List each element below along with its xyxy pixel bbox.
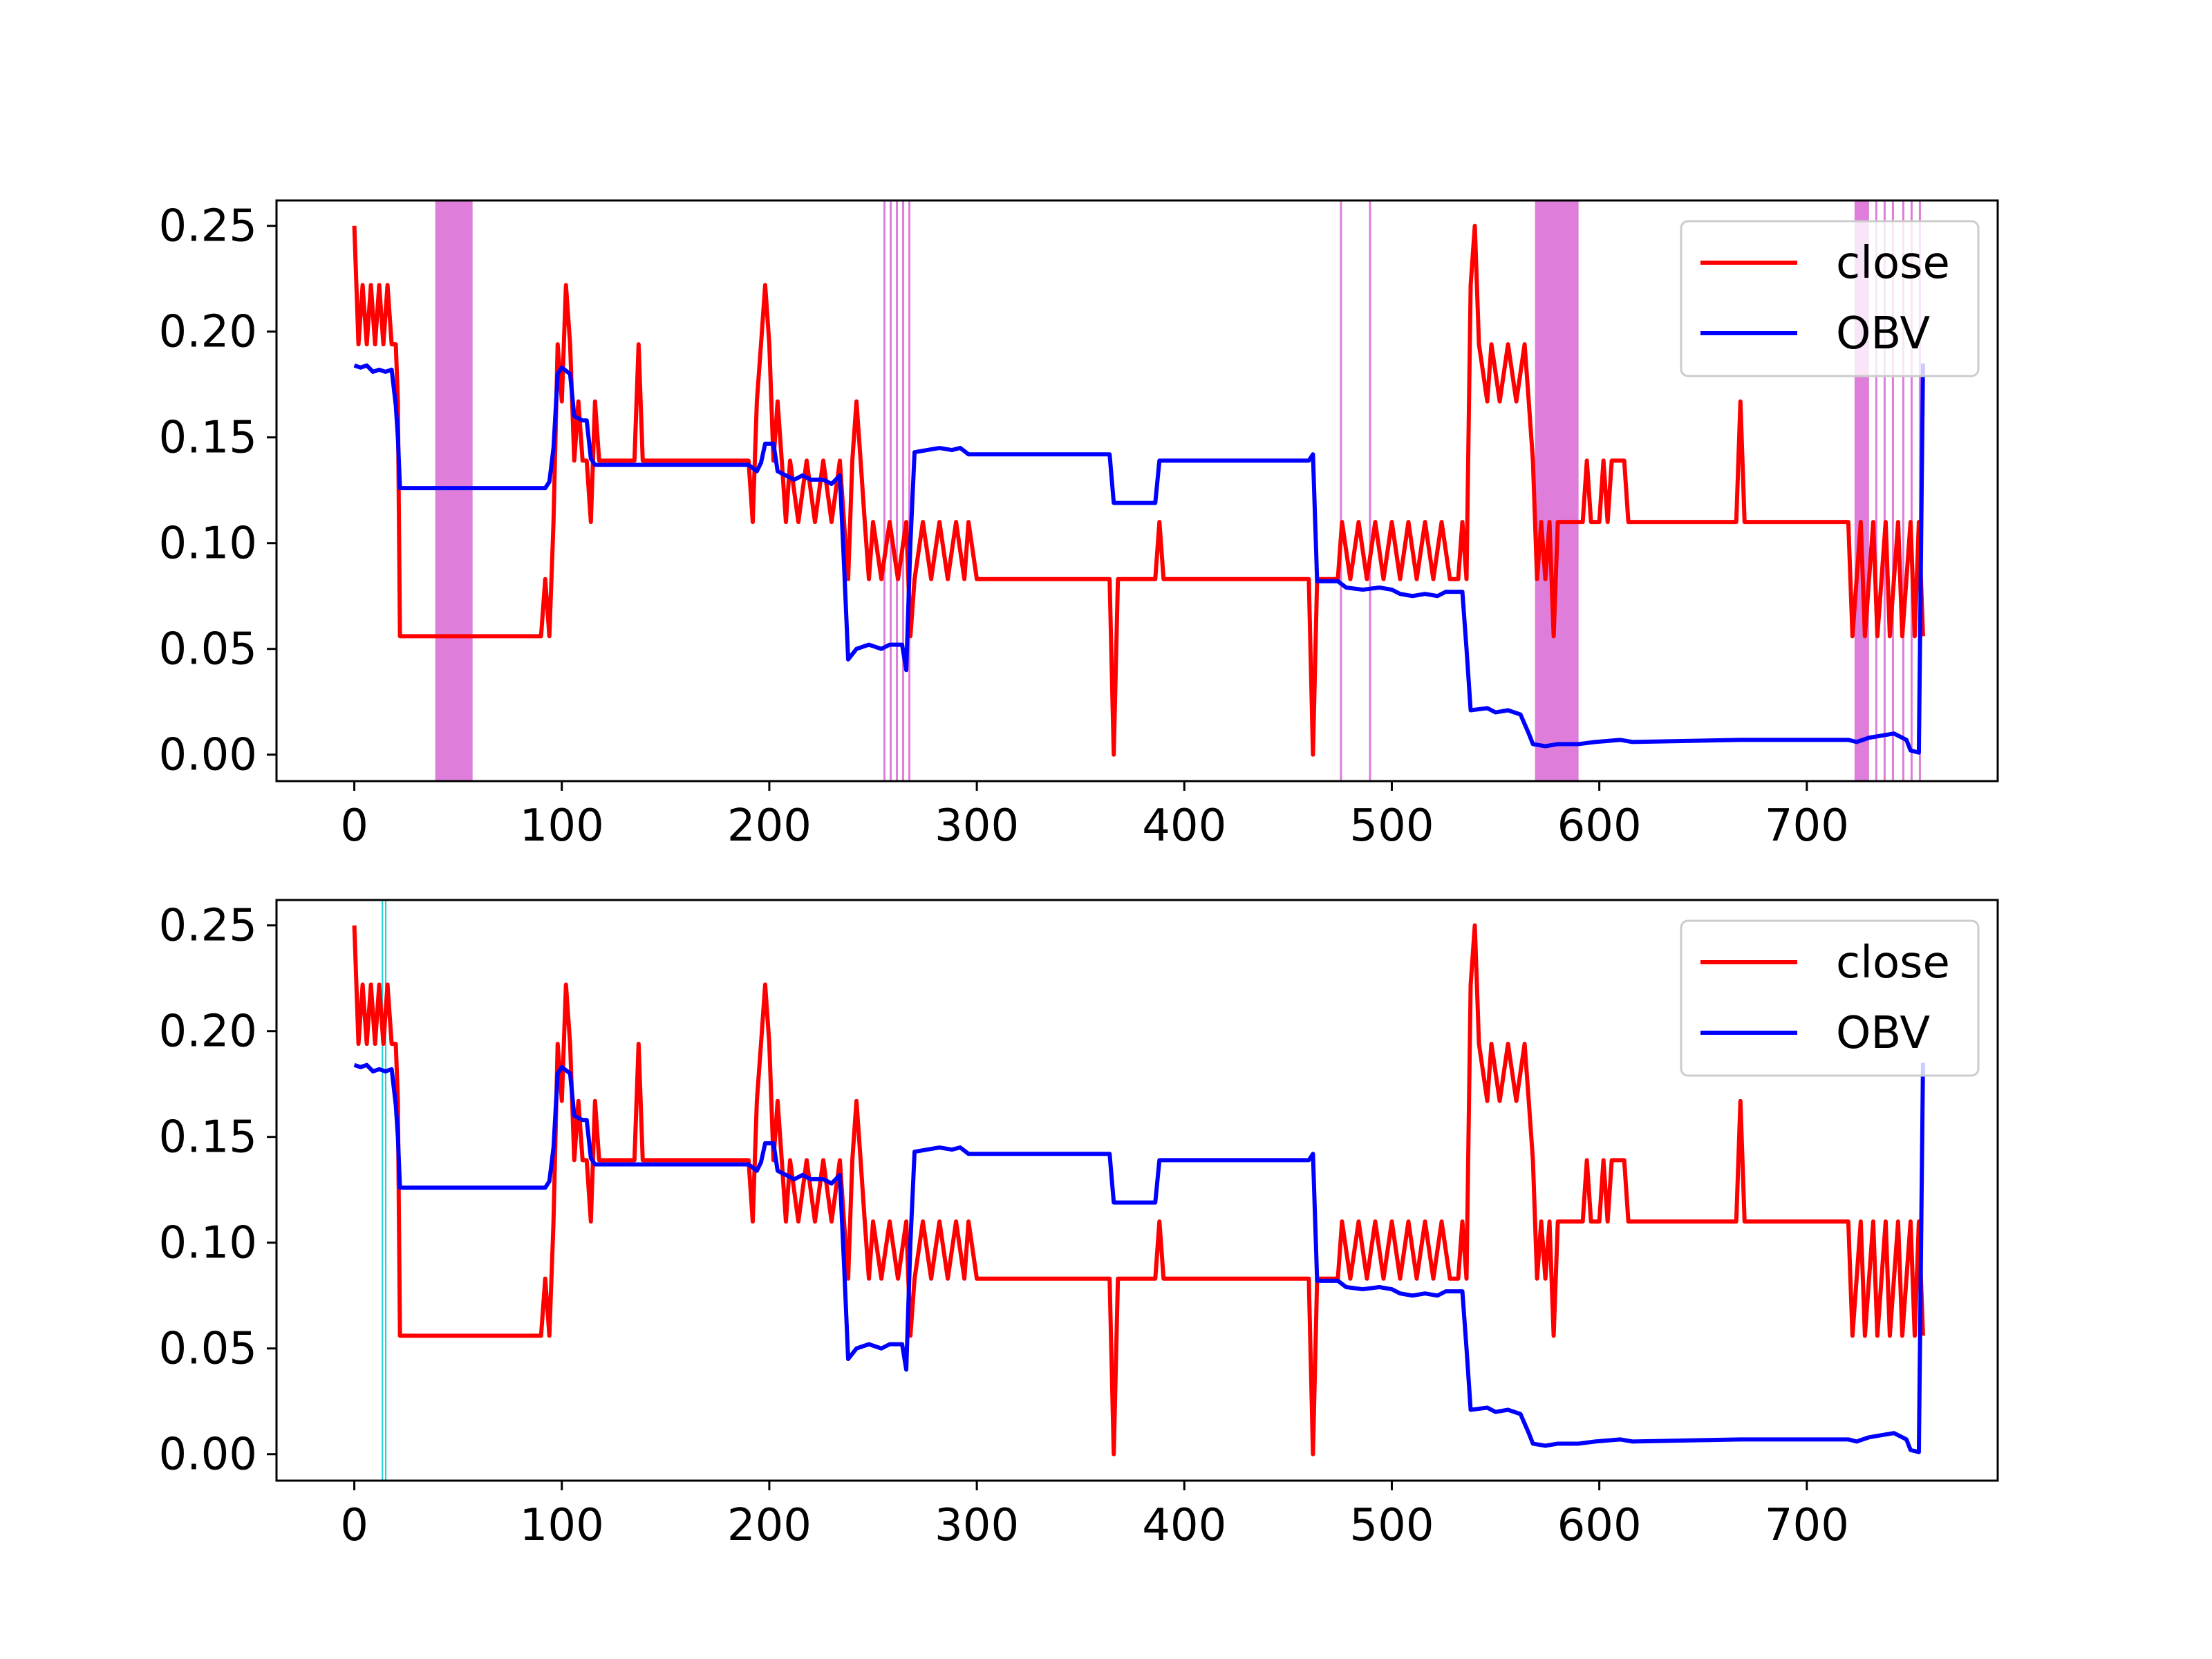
bottom-y-tick-label: 0.10 bbox=[159, 1218, 258, 1269]
bottom-y-tick-label: 0.25 bbox=[159, 901, 258, 952]
top-series-line-obv bbox=[353, 363, 1925, 755]
bottom-highlight-band bbox=[382, 900, 384, 1481]
top-x-tick-label: 100 bbox=[520, 800, 604, 852]
bottom-legend-label-obv: OBV bbox=[1836, 1008, 1930, 1059]
bottom-plot-area bbox=[352, 900, 1925, 1481]
bottom-axes-frame bbox=[275, 899, 1999, 1482]
top-legend-label-obv: OBV bbox=[1836, 308, 1930, 359]
bottom-series-line-close bbox=[352, 923, 1925, 1456]
top-series-line-close bbox=[352, 223, 1925, 757]
top-x-tick-label: 0 bbox=[340, 800, 368, 852]
top-highlight-band bbox=[1891, 200, 1894, 781]
top-highlight-band bbox=[1902, 200, 1904, 781]
top-x-tick-label: 500 bbox=[1349, 800, 1434, 852]
top-highlight-band bbox=[883, 200, 886, 781]
top-highlight-band bbox=[908, 200, 911, 781]
top-highlight-band bbox=[435, 200, 473, 781]
bottom-x-tick-label: 0 bbox=[340, 1500, 368, 1551]
top-legend: close OBV bbox=[1680, 220, 1980, 377]
bottom-x-tick-label: 700 bbox=[1765, 1500, 1849, 1551]
top-highlight-band bbox=[902, 200, 905, 781]
bottom-series-line-obv bbox=[353, 1062, 1925, 1454]
top-highlight-band bbox=[890, 200, 892, 781]
bottom-x-tick-label: 200 bbox=[727, 1500, 812, 1551]
top-x-tick-label: 200 bbox=[727, 800, 812, 852]
bottom-y-tick-label: 0.20 bbox=[159, 1006, 258, 1058]
bottom-x-tick-label: 300 bbox=[935, 1500, 1019, 1551]
top-highlight-band bbox=[1369, 200, 1371, 781]
top-x-tick-label: 300 bbox=[935, 800, 1019, 852]
bottom-x-tick-label: 400 bbox=[1142, 1500, 1226, 1551]
bottom-legend-label-close: close bbox=[1836, 937, 1950, 988]
top-y-tick-label: 0.10 bbox=[159, 518, 258, 570]
top-x-tick-label: 600 bbox=[1557, 800, 1642, 852]
top-x-tick-label: 400 bbox=[1142, 800, 1226, 852]
top-x-tick-label: 700 bbox=[1765, 800, 1849, 852]
top-highlight-band bbox=[1883, 200, 1886, 781]
top-highlight-band bbox=[896, 200, 899, 781]
top-highlight-band bbox=[1910, 200, 1913, 781]
bottom-x-tick-label: 600 bbox=[1557, 1500, 1642, 1551]
bottom-highlight-band bbox=[384, 900, 386, 1481]
bottom-y-tick-label: 0.00 bbox=[159, 1430, 258, 1481]
top-axes-frame bbox=[275, 199, 1999, 782]
top-y-tick-label: 0.20 bbox=[159, 307, 258, 358]
bottom-legend: close OBV bbox=[1680, 919, 1980, 1077]
top-y-tick-label: 0.15 bbox=[159, 413, 258, 464]
top-chart-axes: 0 100 200 300 400 500 600 700 0.00 0.05 0.10 0.15 0.… bbox=[159, 199, 1999, 852]
bottom-chart-axes: 0 100 200 300 400 500 600 700 0.00 0.05 0.10 0.15 0.… bbox=[159, 899, 1999, 1551]
bottom-y-tick-label: 0.05 bbox=[159, 1324, 258, 1375]
bottom-x-tick-label: 100 bbox=[520, 1500, 604, 1551]
top-legend-label-close: close bbox=[1836, 238, 1950, 289]
top-highlight-band bbox=[1875, 200, 1877, 781]
top-y-tick-label: 0.05 bbox=[159, 624, 258, 675]
top-highlight-band bbox=[1340, 200, 1342, 781]
top-y-tick-label: 0.00 bbox=[159, 730, 258, 781]
top-y-tick-label: 0.25 bbox=[159, 201, 258, 252]
bottom-x-tick-label: 500 bbox=[1349, 1500, 1434, 1551]
top-plot-area bbox=[352, 200, 1925, 781]
bottom-y-tick-label: 0.15 bbox=[159, 1112, 258, 1163]
top-highlight-band bbox=[1535, 200, 1579, 781]
